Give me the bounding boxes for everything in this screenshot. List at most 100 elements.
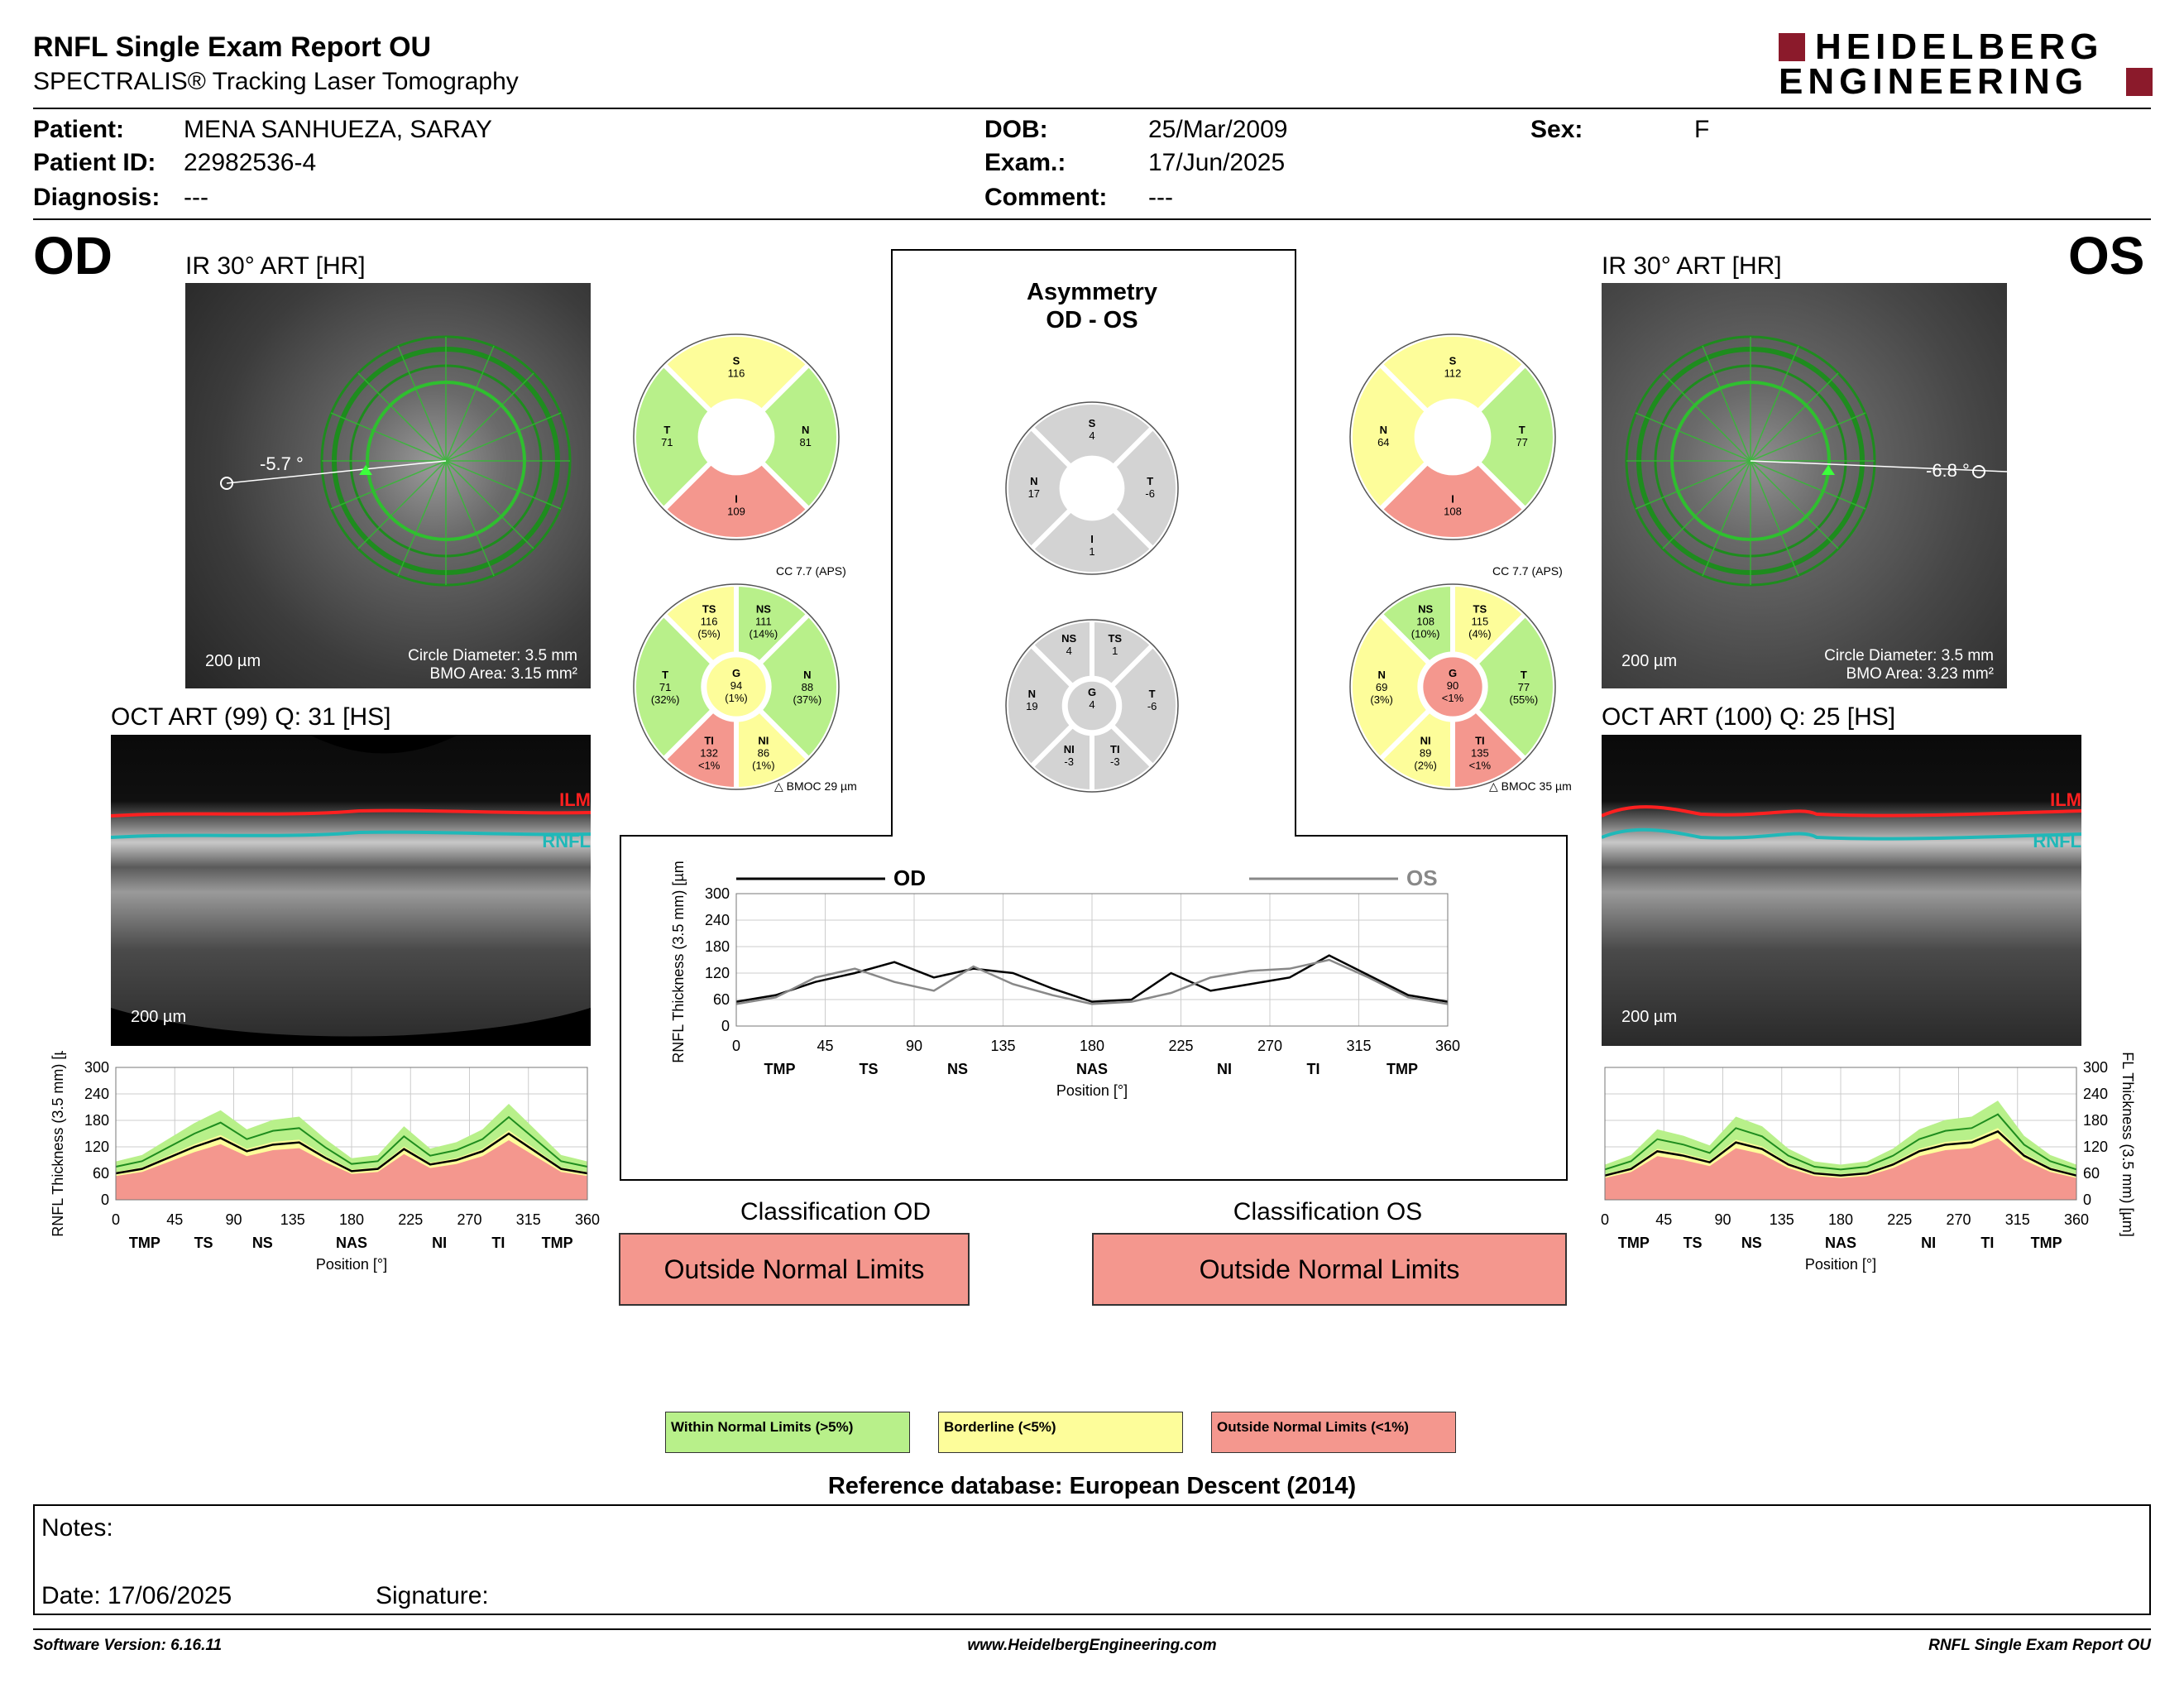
sector-label-ns: NS 4 xyxy=(1061,632,1076,657)
y-tick-label: 300 xyxy=(705,885,730,902)
os-circle-diameter: Circle Diameter: 3.5 mm xyxy=(1824,647,1994,664)
y-tick-label: 180 xyxy=(84,1112,109,1129)
patient-id-value: 22982536-4 xyxy=(184,149,317,176)
logo-square-bottom xyxy=(2126,68,2153,96)
od-oct-layers xyxy=(111,735,591,1046)
y-tick-label: 240 xyxy=(705,912,730,928)
os-ir-image: -6.8 ° 200 µm Circle Diameter: 3.5 mm BM… xyxy=(1602,283,2007,688)
y-tick-label: 180 xyxy=(2083,1112,2108,1129)
sector-label-ti: TI -3 xyxy=(1110,743,1120,768)
od-cc-label: CC 7.7 (APS) xyxy=(776,564,846,578)
os-circle-info: Circle Diameter: 3.5 mm BMO Area: 3.23 m… xyxy=(1824,647,1994,683)
comment-value: --- xyxy=(1148,184,1173,211)
sector-axis-label: TI xyxy=(1307,1061,1320,1077)
x-tick-label: 0 xyxy=(1601,1211,1609,1228)
od-ir-image: -5.7 ° 200 µm Circle Diameter: 3.5 mm BM… xyxy=(185,283,591,688)
y-tick-label: 0 xyxy=(721,1018,730,1034)
y-tick-label: 60 xyxy=(93,1165,109,1182)
sector-axis-label: NAS xyxy=(1825,1235,1856,1251)
od-bmoc-value: BMOC 29 µm xyxy=(786,779,857,793)
od-circle-info: Circle Diameter: 3.5 mm BMO Area: 3.15 m… xyxy=(408,647,577,683)
sector-axis-label: NS xyxy=(252,1235,273,1251)
notes-label: Notes: xyxy=(41,1514,113,1542)
y-tick-label: 60 xyxy=(713,991,730,1008)
sector-label-ns: NS 111 (14%) xyxy=(750,603,778,640)
x-tick-label: 180 xyxy=(1080,1038,1104,1054)
footer-report-name: RNFL Single Exam Report OU xyxy=(1928,1637,2151,1654)
series-line-od xyxy=(735,954,1449,1003)
y-tick-label: 300 xyxy=(84,1059,109,1076)
classification-os-box: Outside Normal Limits xyxy=(1092,1233,1567,1306)
x-tick-label: 180 xyxy=(339,1211,364,1228)
patient-id-label: Patient ID: xyxy=(33,149,156,176)
os-ilm-label: ILM xyxy=(2050,789,2081,810)
report-title: RNFL Single Exam Report OU xyxy=(33,31,432,63)
sector-label-t: T 77 xyxy=(1516,424,1527,448)
logo-line1: HEIDELBERG xyxy=(1815,26,2104,67)
x-tick-label: 315 xyxy=(516,1211,541,1228)
sector-label-ns: NS 108 (10%) xyxy=(1411,603,1440,640)
y-tick-label: 120 xyxy=(705,965,730,981)
od-angle-label: -5.7 ° xyxy=(260,453,304,474)
asymmetry-title-line1: Asymmetry xyxy=(1027,279,1157,305)
x-axis-label: Position [°] xyxy=(1805,1256,1876,1273)
od-oct-title: OCT ART (99) Q: 31 [HS] xyxy=(111,703,391,731)
x-axis-label: Position [°] xyxy=(316,1256,387,1273)
os-scan-circle-overlay xyxy=(1625,335,2007,587)
os-angle-label: -6.8 ° xyxy=(1926,460,1970,481)
x-tick-label: 135 xyxy=(280,1211,305,1228)
sex-value: F xyxy=(1694,116,1710,143)
asymmetry-title: Asymmetry OD - OS xyxy=(893,278,1291,334)
sector-label-i: I 109 xyxy=(727,493,745,518)
comment-label: Comment: xyxy=(984,184,1108,211)
sector-axis-label: NS xyxy=(947,1061,968,1077)
y-tick-label: 120 xyxy=(84,1139,109,1155)
eye-label-os: OS xyxy=(2068,226,2145,285)
y-axis-label: RNFL Thickness (3.5 mm) [µm] xyxy=(50,1051,66,1237)
sector-axis-label: TMP xyxy=(1387,1061,1418,1077)
report-subtitle: SPECTRALIS® Tracking Laser Tomography xyxy=(33,68,519,95)
sector-axis-label: TMP xyxy=(1618,1235,1650,1251)
sector-outline xyxy=(1349,583,1556,790)
x-tick-label: 90 xyxy=(225,1211,242,1228)
od-sector4-chart: S 116 N 81 I 109 T 71 xyxy=(631,332,841,542)
os-oct-bscan: ILM RNFL 200 µm xyxy=(1602,735,2081,1046)
sector-label-ni: NI 89 (2%) xyxy=(1414,734,1436,771)
diagnosis-value: --- xyxy=(184,184,208,211)
x-tick-label: 0 xyxy=(112,1211,120,1228)
os-oct-scale: 200 µm xyxy=(1621,1008,1678,1026)
sector-label-s: S 112 xyxy=(1444,354,1462,379)
os-sector4-chart: S 112 T 77 I 108 N 64 xyxy=(1348,332,1558,542)
x-tick-label: 45 xyxy=(817,1038,833,1054)
normative-mean-line xyxy=(115,1115,588,1168)
reference-database: Reference database: European Descent (20… xyxy=(827,1473,1357,1499)
plot-frame xyxy=(735,893,1449,1027)
legend-outside: Outside Normal Limits (<1%) xyxy=(1211,1412,1456,1453)
x-tick-label: 90 xyxy=(906,1038,922,1054)
od-rnfl-label: RNFL xyxy=(542,831,591,851)
normative-mean-line xyxy=(1604,1113,2077,1171)
dob-value: 25/Mar/2009 xyxy=(1148,116,1288,143)
y-tick-label: 60 xyxy=(2083,1165,2100,1182)
classification-od-title: Classification OD xyxy=(740,1198,932,1225)
eye-label-od: OD xyxy=(33,226,113,285)
x-tick-label: 360 xyxy=(1435,1038,1460,1054)
od-oct-scale: 200 µm xyxy=(131,1008,187,1026)
od-ilm-label: ILM xyxy=(559,789,591,810)
asym-sector4-chart: S 4 T -6 I 1 N 17 xyxy=(1003,400,1181,577)
sector-label-s: S 116 xyxy=(728,354,745,379)
x-tick-label: 270 xyxy=(1946,1211,1971,1228)
sector-label-i: I 108 xyxy=(1444,493,1462,518)
sector-axis-label: TMP xyxy=(542,1235,573,1251)
sector-axis-label: TS xyxy=(1684,1235,1703,1251)
sector-axis-label: TMP xyxy=(129,1235,160,1251)
sector-label-ts: TS 1 xyxy=(1108,632,1122,657)
sector-label-t: T 71 (32%) xyxy=(651,669,680,706)
x-tick-label: 270 xyxy=(1257,1038,1282,1054)
sector-outline xyxy=(1005,619,1179,793)
exam-label: Exam.: xyxy=(984,149,1066,176)
sector-outline xyxy=(633,333,840,540)
series-line-os xyxy=(735,958,1449,1005)
